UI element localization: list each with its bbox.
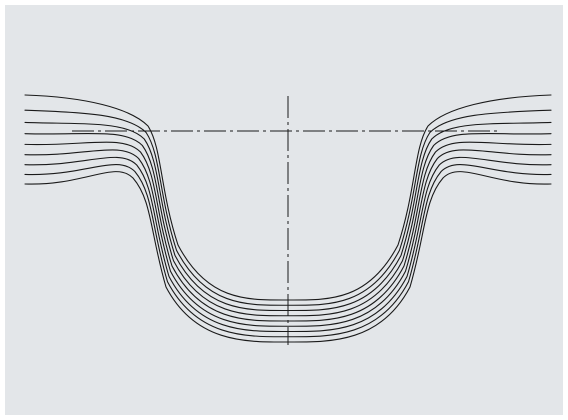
diagram-background-panel [5,5,563,415]
profile-curve [24,149,552,327]
